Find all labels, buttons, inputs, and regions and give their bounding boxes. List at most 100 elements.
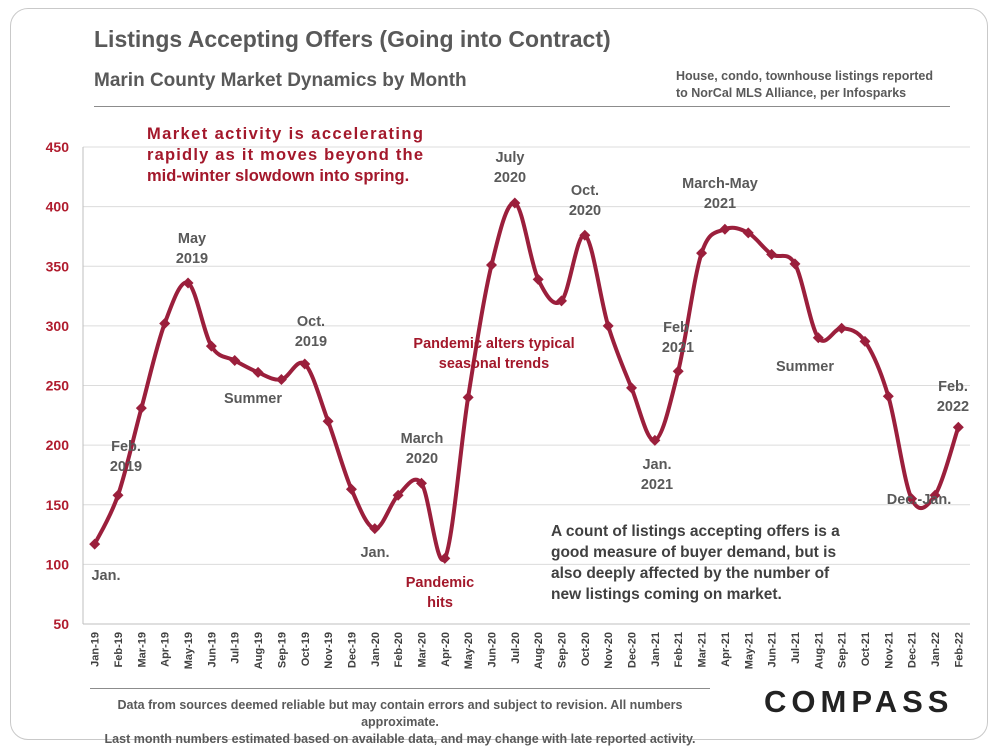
- data-point-nov-20: [602, 320, 614, 332]
- chart-subtitle: Marin County Market Dynamics by Month: [94, 70, 467, 91]
- annotation-july-2020: 2020: [494, 170, 526, 186]
- annotation-buyer-demand: also deeply affected by the number of: [551, 565, 830, 582]
- annotation-jan-2021: 2021: [641, 477, 673, 493]
- annotation-market-activity: rapidly as it moves beyond the: [147, 146, 423, 164]
- y-tick-label: 300: [46, 318, 70, 334]
- x-tick-label: Feb-22: [953, 632, 965, 667]
- x-tick-label: Jun-20: [486, 632, 498, 667]
- data-point-oct-21: [859, 335, 871, 347]
- annotation-july-2020: July: [495, 150, 524, 166]
- annotation-oct-2020: Oct.: [571, 183, 599, 199]
- chart-frame: [10, 8, 988, 740]
- data-point-may-20: [462, 391, 474, 403]
- x-tick-label: Aug-19: [253, 632, 265, 669]
- annotation-dec-jan: Dec.-Jan.: [887, 492, 951, 508]
- y-tick-label: 150: [46, 497, 70, 513]
- annotation-jan-2019: Jan.: [91, 568, 120, 584]
- annotation-summer-2019: Summer: [224, 391, 282, 407]
- x-tick-label: Oct-20: [580, 632, 592, 666]
- x-tick-label: Nov-20: [603, 632, 615, 669]
- x-tick-label: Nov-19: [323, 632, 335, 669]
- annotation-oct-2019: 2019: [295, 334, 327, 350]
- x-tick-label: Oct-19: [300, 632, 312, 666]
- annotation-market-activity: Market activity is accelerating: [147, 125, 423, 143]
- series-line: [92, 201, 961, 563]
- data-point-jan-21: [649, 434, 661, 446]
- x-tick-label: Sep-20: [557, 632, 569, 668]
- annotation-feb-2022: 2022: [937, 399, 969, 415]
- x-tick-label: Mar-19: [136, 632, 148, 667]
- chart-title: Listings Accepting Offers (Going into Co…: [94, 26, 611, 52]
- footer-disclaimer: Data from sources deemed reliable but ma…: [80, 697, 720, 748]
- x-tick-label: Nov-21: [883, 632, 895, 669]
- x-tick-label: May-21: [743, 632, 755, 669]
- y-tick-label: 450: [46, 139, 70, 155]
- x-tick-label: Mar-20: [416, 632, 428, 667]
- x-tick-label: May-20: [463, 632, 475, 669]
- data-point-mar-20: [415, 477, 427, 489]
- x-tick-label: Dec-21: [907, 632, 919, 668]
- x-tick-label: Sep-21: [837, 632, 849, 668]
- x-tick-label: Oct-21: [860, 632, 872, 666]
- data-point-may-21: [742, 227, 754, 239]
- data-point-aug-20: [532, 273, 544, 285]
- annotation-pandemic-alters: Pandemic alters typical: [413, 336, 574, 352]
- annotation-buyer-demand: A count of listings accepting offers is …: [551, 523, 840, 540]
- x-tick-label: Aug-20: [533, 632, 545, 669]
- data-point-feb-19: [112, 489, 124, 501]
- y-tick-label: 250: [46, 378, 70, 394]
- data-point-mar-21: [696, 247, 708, 259]
- y-tick-label: 100: [46, 556, 70, 572]
- x-tick-label: Jan-19: [90, 632, 102, 667]
- y-tick-label: 50: [53, 616, 69, 632]
- annotation-pandemic-alters: seasonal trends: [439, 356, 549, 372]
- annotation-feb-2022: Feb.: [938, 379, 968, 395]
- annotation-feb-2019: Feb.: [111, 439, 141, 455]
- footer-line: Last month numbers estimated based on av…: [104, 732, 696, 746]
- annotation-summer-2021: Summer: [776, 359, 834, 375]
- data-point-apr-19: [159, 317, 171, 329]
- data-point-feb-21: [672, 365, 684, 377]
- data-point-apr-21: [719, 223, 731, 235]
- source-note-line: House, condo, townhouse listings reporte…: [676, 69, 933, 83]
- source-note-line: to NorCal MLS Alliance, per Infosparks: [676, 86, 907, 100]
- source-note: House, condo, townhouse listings reporte…: [676, 68, 966, 102]
- data-point-dec-19: [345, 483, 357, 495]
- data-point-dec-20: [626, 382, 638, 394]
- x-tick-label: Jan-22: [930, 632, 942, 667]
- annotation-oct-2019: Oct.: [297, 314, 325, 330]
- annotation-march-2020: 2020: [406, 451, 438, 467]
- x-tick-label: Feb-20: [393, 632, 405, 667]
- annotation-feb-2021: Feb.: [663, 320, 693, 336]
- annotation-buyer-demand: good measure of buyer demand, but is: [551, 544, 836, 561]
- data-point-jan-20: [369, 523, 381, 535]
- data-point-dec-21: [906, 493, 918, 505]
- y-tick-label: 200: [46, 437, 70, 453]
- data-point-oct-20: [579, 229, 591, 241]
- data-point-mar-19: [135, 402, 147, 414]
- footer-divider: [90, 688, 710, 689]
- x-tick-label: Apr-20: [440, 632, 452, 667]
- data-point-may-19: [182, 277, 194, 289]
- compass-logo: COMPASS: [764, 684, 954, 719]
- data-point-nov-19: [322, 415, 334, 427]
- data-point-jan-22: [929, 489, 941, 501]
- annotation-oct-2020: 2020: [569, 203, 601, 219]
- x-tick-label: May-19: [183, 632, 195, 669]
- data-point-jul-21: [789, 258, 801, 270]
- x-tick-label: Feb-21: [673, 632, 685, 667]
- x-tick-label: Jul-21: [790, 632, 802, 664]
- data-point-jan-19: [89, 538, 101, 550]
- data-point-apr-20: [439, 552, 451, 564]
- data-point-aug-21: [812, 332, 824, 344]
- data-point-jun-19: [205, 340, 217, 352]
- x-tick-label: Jul-19: [230, 632, 242, 664]
- header-divider: [94, 106, 950, 107]
- annotation-jan-2021: Jan.: [642, 457, 671, 473]
- annotation-march-may-2021: March-May: [682, 176, 758, 192]
- x-tick-label: Sep-19: [276, 632, 288, 668]
- data-point-nov-21: [882, 390, 894, 402]
- x-tick-label: Mar-21: [697, 632, 709, 667]
- x-tick-label: Jun-19: [206, 632, 218, 667]
